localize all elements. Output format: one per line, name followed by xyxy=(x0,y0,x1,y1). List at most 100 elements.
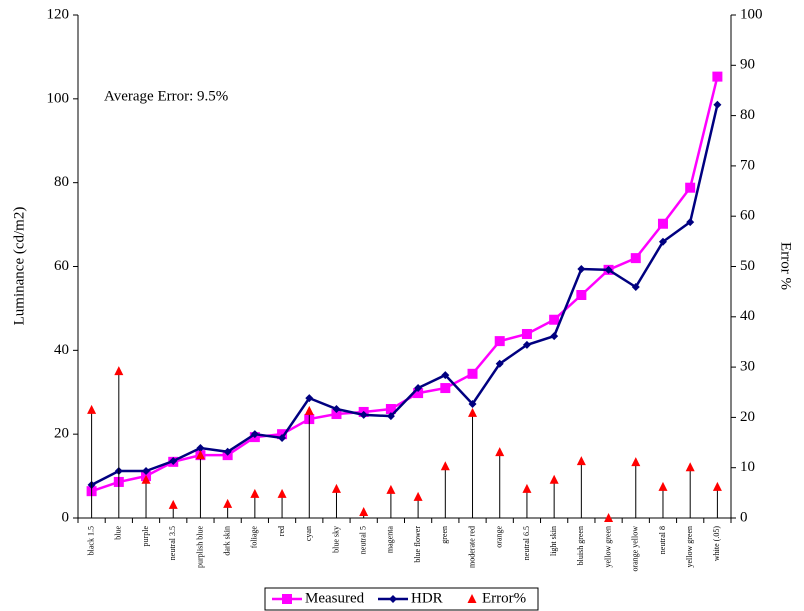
y2-tick-label: 0 xyxy=(740,509,748,525)
marker xyxy=(576,290,587,301)
marker xyxy=(277,488,287,498)
y-tick-label: 120 xyxy=(47,6,70,22)
marker xyxy=(413,388,424,399)
marker xyxy=(495,447,505,457)
y2-tick-label: 10 xyxy=(740,459,755,475)
marker xyxy=(195,450,205,460)
y2-tick-label: 80 xyxy=(740,107,755,123)
marker xyxy=(386,412,395,421)
x-tick-label: moderate red xyxy=(467,526,476,568)
marker xyxy=(87,404,97,414)
y2-tick-label: 60 xyxy=(740,208,755,224)
y2-tick-label: 70 xyxy=(740,157,755,173)
marker xyxy=(576,456,586,466)
marker xyxy=(414,384,423,393)
legend-marker xyxy=(282,594,292,604)
marker xyxy=(712,481,722,491)
x-tick-label: yellow green xyxy=(603,526,612,568)
marker xyxy=(494,336,505,347)
marker xyxy=(685,462,695,472)
marker xyxy=(331,409,342,420)
annotation: Average Error: 9.5% xyxy=(104,88,228,104)
marker xyxy=(604,513,614,522)
y-tick-label: 0 xyxy=(62,509,70,525)
y-tick-label: 80 xyxy=(54,174,69,190)
marker xyxy=(278,433,287,442)
marker xyxy=(114,366,124,376)
marker xyxy=(658,237,667,246)
marker xyxy=(522,483,532,493)
x-tick-label: bluish green xyxy=(576,526,585,565)
marker xyxy=(223,498,233,508)
marker xyxy=(359,506,369,516)
y-tick-label: 40 xyxy=(54,342,69,358)
marker xyxy=(304,405,314,415)
marker xyxy=(495,359,504,368)
marker xyxy=(386,484,396,494)
y2-tick-label: 40 xyxy=(740,308,755,324)
marker xyxy=(467,368,478,379)
marker xyxy=(440,461,450,471)
marker xyxy=(359,410,368,419)
x-tick-label: orange xyxy=(495,526,504,548)
y-tick-label: 20 xyxy=(54,426,69,442)
x-tick-label: white (.05) xyxy=(712,526,721,561)
series-line xyxy=(91,104,719,487)
x-tick-label: yellow green xyxy=(685,526,694,568)
y2-tick-label: 30 xyxy=(740,359,755,375)
marker xyxy=(631,457,641,467)
x-tick-label: foliage xyxy=(250,526,259,549)
y-tick-label: 60 xyxy=(54,258,69,274)
marker xyxy=(331,483,341,493)
x-tick-label: black 1.5 xyxy=(86,526,95,555)
x-tick-label: magenta xyxy=(386,526,395,554)
y2-tick-label: 20 xyxy=(740,409,755,425)
legend-label: Error% xyxy=(482,590,526,606)
legend-label: Measured xyxy=(305,590,365,606)
marker xyxy=(250,488,260,498)
x-tick-label: light skin xyxy=(549,526,558,556)
x-tick-label: purplish blue xyxy=(195,526,204,568)
marker xyxy=(223,447,232,456)
legend-marker xyxy=(389,595,397,603)
marker xyxy=(332,405,341,414)
marker xyxy=(577,265,586,274)
marker xyxy=(169,456,178,465)
marker xyxy=(658,481,668,491)
marker xyxy=(631,283,640,292)
marker xyxy=(657,218,668,229)
legend-marker xyxy=(467,594,477,603)
marker xyxy=(468,407,478,417)
marker xyxy=(468,399,477,408)
marker xyxy=(685,182,696,193)
y-tick-label: 100 xyxy=(47,90,70,106)
legend-label: HDR xyxy=(411,590,443,606)
marker xyxy=(549,474,559,484)
x-tick-label: orange yellow xyxy=(631,526,640,572)
marker xyxy=(441,371,450,380)
y2-tick-label: 90 xyxy=(740,57,755,73)
x-tick-label: neutral 5 xyxy=(359,526,368,554)
x-tick-label: dark skin xyxy=(222,526,231,556)
y2-tick-label: 100 xyxy=(740,6,763,22)
marker xyxy=(550,332,559,341)
x-tick-label: green xyxy=(440,526,449,544)
marker xyxy=(142,467,151,476)
marker xyxy=(385,404,396,415)
marker xyxy=(413,491,423,501)
x-tick-label: blue sky xyxy=(331,526,340,553)
x-tick-label: cyan xyxy=(304,526,313,541)
marker xyxy=(713,100,722,109)
marker xyxy=(440,383,451,394)
marker xyxy=(604,265,613,274)
x-tick-label: neutral 3.5 xyxy=(168,526,177,560)
x-tick-label: blue xyxy=(114,526,123,540)
x-tick-label: neutral 6.5 xyxy=(522,526,531,560)
x-tick-label: purple xyxy=(141,526,150,547)
marker xyxy=(196,443,205,452)
marker xyxy=(168,499,178,509)
marker xyxy=(549,314,560,325)
marker xyxy=(630,253,641,264)
